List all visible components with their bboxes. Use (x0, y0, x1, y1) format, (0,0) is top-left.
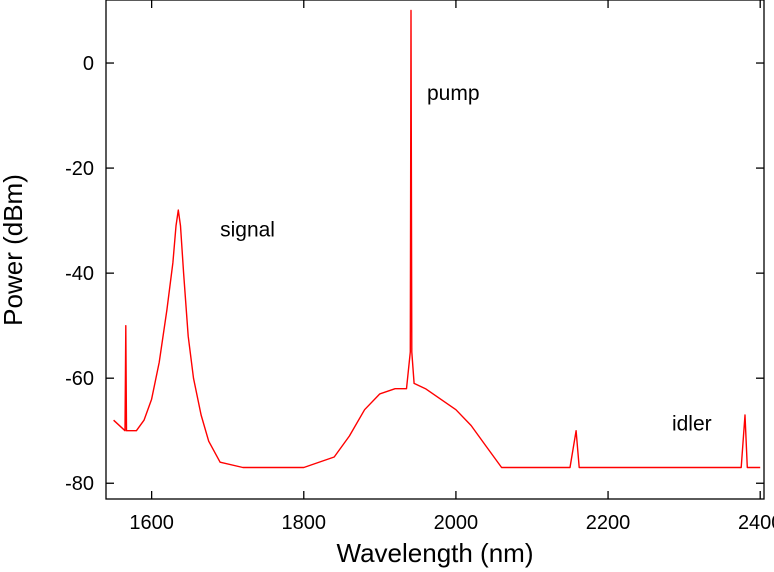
x-tick-label: 1800 (282, 512, 327, 534)
x-axis-title: Wavelength (nm) (337, 538, 534, 568)
y-axis-title: Power (dBm) (0, 174, 28, 326)
y-tick-label: -80 (65, 473, 94, 495)
series-line-0 (113, 9, 761, 469)
x-tick-label: 2200 (586, 512, 631, 534)
annotation-signal: signal (220, 218, 275, 241)
series-layer (113, 9, 761, 469)
y-axis-ticks: 0 -20 -40 -60 -80 (65, 53, 764, 495)
y-tick-label: -60 (65, 368, 94, 390)
y-tick-label: -20 (65, 158, 94, 180)
annotations: signal pump idler (220, 82, 712, 436)
y-tick-label: -40 (65, 263, 94, 285)
y-tick-label: 0 (83, 53, 94, 75)
plot-area-frame (105, 0, 765, 500)
annotation-idler: idler (672, 413, 712, 436)
x-tick-label: 1600 (129, 512, 174, 534)
annotation-pump: pump (427, 82, 480, 105)
x-tick-label: 2000 (434, 512, 479, 534)
